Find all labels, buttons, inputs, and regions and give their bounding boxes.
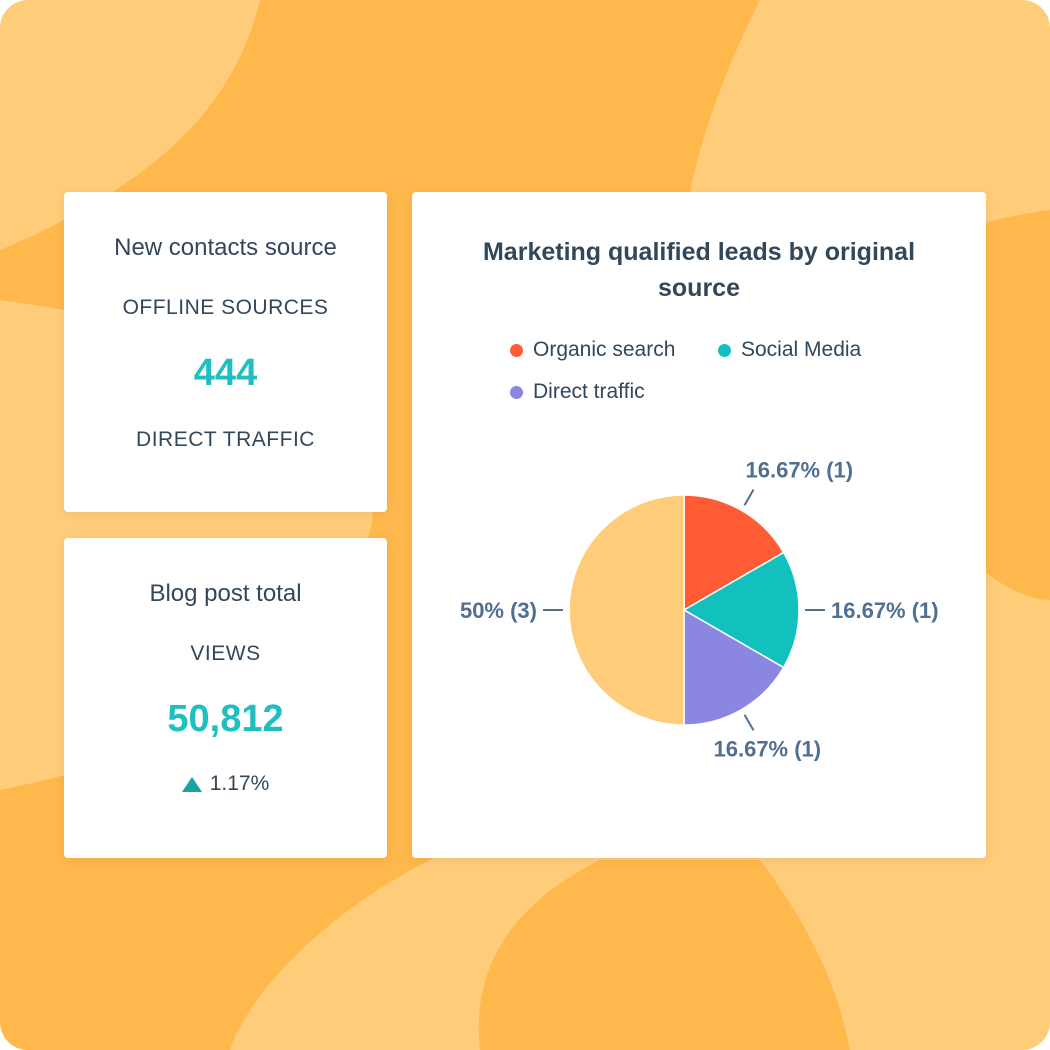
legend-item-direct-traffic[interactable]: Direct traffic <box>510 380 645 404</box>
trend-indicator: 1.17% <box>64 772 387 796</box>
pie-slice-social-media[interactable] <box>682 551 800 669</box>
legend-label: Organic search <box>533 338 676 361</box>
card-title: Blog post total <box>149 580 302 607</box>
pie-slice-direct-traffic[interactable] <box>683 608 785 726</box>
pie-leader-line <box>743 714 755 731</box>
legend-item-organic-search[interactable]: Organic search <box>510 338 675 362</box>
new-contacts-card[interactable]: New contacts source OFFLINE SOURCES 444 … <box>64 192 387 512</box>
mql-chart-card[interactable]: Marketing qualified leads by original so… <box>412 192 986 858</box>
legend-item-social-media[interactable]: Social Media <box>718 338 861 362</box>
stat-value: 444 <box>193 352 258 394</box>
blog-post-total-card[interactable]: Blog post total VIEWS 50,812 1.17% <box>64 538 387 858</box>
pie-chart: 16.67% (1) 16.67% (1) 16.67% (1) 50% (3) <box>460 458 939 762</box>
stat-breakdown-label: DIRECT TRAFFIC <box>136 428 315 451</box>
legend-label: Direct traffic <box>533 380 645 403</box>
chart-title: Marketing qualified leads by original so… <box>482 238 916 302</box>
pie-slice-label: 16.67% (1) <box>714 736 822 761</box>
triangle-up-icon <box>181 776 202 792</box>
pie-slice-label: 16.67% (1) <box>831 598 939 623</box>
pie-slice-label: 50% (3) <box>460 598 537 623</box>
pie-slice-remaining[interactable] <box>568 494 685 726</box>
pie-leader-line <box>743 489 755 506</box>
card-subtitle: VIEWS <box>190 642 261 665</box>
legend-swatch <box>510 385 523 399</box>
legend-swatch <box>718 343 731 357</box>
stat-value: 50,812 <box>167 698 284 740</box>
pie-slice-label: 16.67% (1) <box>746 458 854 483</box>
legend-label: Social Media <box>741 338 862 361</box>
legend-swatch <box>510 343 523 357</box>
pie-slice-organic-search[interactable] <box>683 494 785 612</box>
trend-value: 1.17% <box>209 772 270 795</box>
card-title: New contacts source <box>114 234 337 261</box>
card-subtitle: OFFLINE SOURCES <box>122 296 329 319</box>
